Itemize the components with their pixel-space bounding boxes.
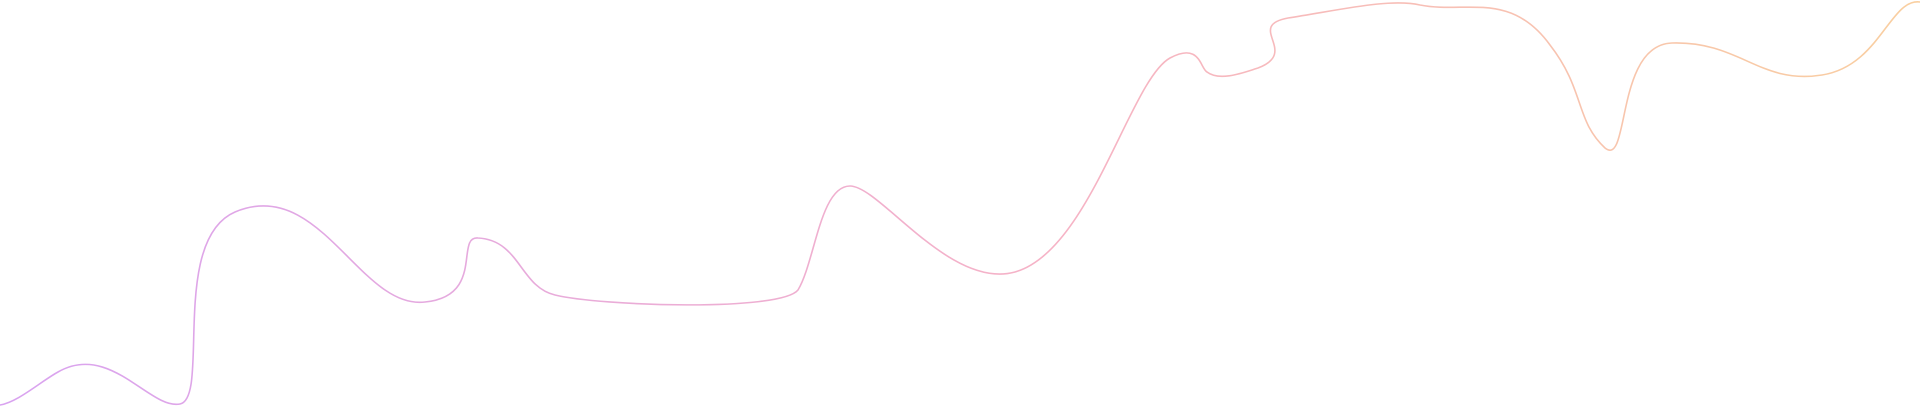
wave-background [0, 1, 1920, 406]
wave-line [0, 1, 1920, 406]
